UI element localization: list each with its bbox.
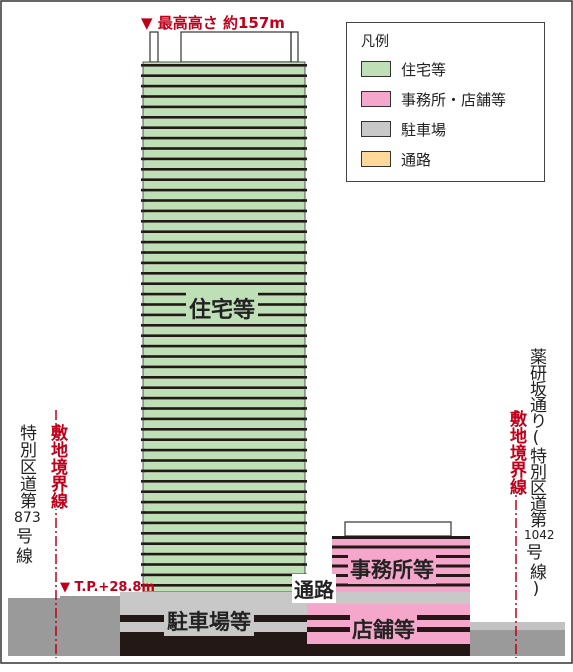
tower-floor-slab bbox=[143, 230, 305, 233]
right-road-number: 1042 bbox=[524, 528, 555, 542]
legend-swatch-passage bbox=[361, 151, 391, 167]
tower-floor-slab bbox=[143, 396, 305, 400]
parking-label: 駐車場等 bbox=[164, 606, 254, 636]
tower-floor-slab bbox=[143, 407, 305, 410]
tower-floor-slab bbox=[143, 240, 305, 244]
tower-floor-lines bbox=[141, 64, 307, 587]
legend-label: 住宅等 bbox=[401, 60, 447, 79]
tower-floor-slab bbox=[143, 500, 305, 504]
tower-floor-slab bbox=[143, 355, 305, 358]
residential-label: 住宅等 bbox=[186, 292, 259, 324]
legend: 凡例 住宅等 事務所・店舗等 駐車場 通路 bbox=[346, 22, 545, 182]
tower-floor-slab bbox=[143, 157, 305, 161]
tower-floor-slab bbox=[143, 511, 305, 514]
tower-floor-slab bbox=[143, 147, 305, 150]
tower-floor-slab bbox=[143, 136, 305, 140]
legend-label: 事務所・店舗等 bbox=[401, 90, 507, 109]
tower-floor-slab bbox=[143, 282, 305, 285]
tower-floor-slab bbox=[143, 126, 305, 129]
legend-label: 駐車場 bbox=[401, 120, 447, 139]
passage-label: 通路 bbox=[292, 574, 336, 603]
tower-floor-slab bbox=[143, 573, 305, 577]
max-height-marker: ▼ 最高高さ 約157m bbox=[141, 14, 285, 32]
tower-floor-slab bbox=[143, 116, 305, 119]
tower-floor-slab bbox=[143, 552, 305, 556]
left-road-line3: 号 bbox=[16, 527, 33, 547]
tower-floor-slab bbox=[143, 448, 305, 452]
tower-residential-block bbox=[143, 62, 305, 592]
tower-floor-slab bbox=[143, 251, 305, 254]
tower-floor-slab bbox=[143, 563, 305, 566]
tower-floor-slab bbox=[143, 386, 305, 389]
shop-label: 店舗等 bbox=[350, 614, 417, 644]
office-label: 事務所等 bbox=[348, 554, 436, 584]
tower-floor-slab bbox=[143, 521, 305, 525]
tower-floor-slab bbox=[143, 532, 305, 535]
tower-floor-slab bbox=[143, 199, 305, 202]
tower-floor-slab bbox=[143, 261, 305, 265]
tower-floor-slab bbox=[143, 84, 305, 88]
tower-floor-slab bbox=[143, 209, 305, 213]
legend-item-residential: 住宅等 bbox=[361, 59, 446, 79]
ground-right bbox=[470, 630, 565, 656]
left-road-label: 特別区道第 873 号 線 bbox=[14, 424, 46, 567]
left-road-line4: 線 bbox=[16, 547, 33, 567]
legend-swatch-office bbox=[361, 91, 391, 107]
tower-floor-slab bbox=[143, 459, 305, 462]
tower-floor-slab bbox=[143, 272, 305, 275]
tower-floor-slab bbox=[143, 438, 305, 441]
tower-floor-slab bbox=[143, 220, 305, 223]
ground-left bbox=[8, 598, 120, 656]
tower-floor-slab bbox=[143, 376, 305, 379]
ground-right-strip bbox=[470, 622, 565, 630]
parking-bottom bbox=[120, 632, 307, 656]
legend-item-passage: 通路 bbox=[361, 149, 431, 169]
legend-label: 通路 bbox=[401, 150, 432, 169]
tower-floor-slab bbox=[143, 188, 305, 192]
tower-floor-slab bbox=[143, 490, 305, 493]
tp-level-marker: ▼ T.P.+28.8m bbox=[60, 580, 155, 595]
right-road-line1: 薬研坂通り(特別区道第 bbox=[526, 348, 546, 527]
tower-floor-slab bbox=[143, 64, 305, 67]
podium-floor-slab bbox=[332, 583, 470, 587]
shop-bottom bbox=[307, 644, 470, 656]
right-boundary-label: 敷地境界線 bbox=[506, 410, 526, 495]
tower-floor-slab bbox=[143, 334, 305, 337]
tower-floor-slab bbox=[143, 584, 305, 587]
podium-floor-slab bbox=[332, 536, 470, 539]
tower-floor-slab bbox=[143, 74, 305, 77]
right-road-label: 薬研坂通り(特別区道第 1042 号 線) bbox=[524, 348, 562, 598]
legend-item-parking: 駐車場 bbox=[361, 119, 446, 139]
tower-floor-slab bbox=[143, 324, 305, 327]
legend-swatch-parking bbox=[361, 121, 391, 137]
tower-floor-slab bbox=[143, 344, 305, 348]
podium-floor-slab bbox=[332, 545, 470, 549]
right-road-line3: 号 bbox=[526, 543, 543, 563]
right-road-line4: 線) bbox=[526, 563, 546, 598]
tower-floor-slab bbox=[143, 480, 305, 483]
tower-floor-slab bbox=[143, 417, 305, 421]
tower-floor-slab bbox=[143, 168, 305, 171]
tower-floor-slab bbox=[143, 105, 305, 109]
legend-title: 凡例 bbox=[361, 34, 389, 50]
left-road-number: 873 bbox=[14, 510, 41, 526]
left-boundary-label: 敷地境界線 bbox=[47, 424, 67, 509]
tower-floor-slab bbox=[143, 95, 305, 98]
tower-floor-slab bbox=[143, 178, 305, 181]
tower-floor-slab bbox=[143, 428, 305, 431]
legend-swatch-residential bbox=[361, 61, 391, 77]
tower-floor-slab bbox=[143, 365, 305, 369]
tower-floor-slab bbox=[143, 542, 305, 545]
left-road-line1: 特別区道第 bbox=[16, 424, 36, 509]
tower-floor-slab bbox=[143, 469, 305, 473]
legend-item-office: 事務所・店舗等 bbox=[361, 89, 506, 109]
